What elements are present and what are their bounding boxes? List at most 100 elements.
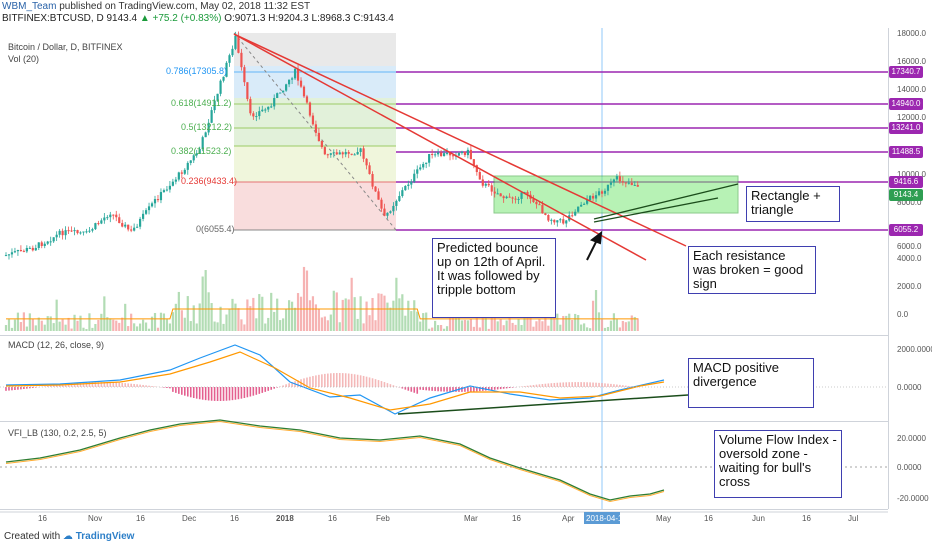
volume-bar <box>323 316 326 331</box>
macd-hist-bar <box>419 387 422 390</box>
volume-bar <box>618 327 621 331</box>
fib-label: 0.786(17305.8) <box>166 66 228 76</box>
candle-body <box>416 169 419 174</box>
candle-body <box>609 182 613 185</box>
volume-bar <box>603 327 607 331</box>
candle-body <box>457 153 461 156</box>
symbol-price: BITFINEX:BTCUSD, D 9143.4 <box>2 13 138 24</box>
macd-hist-bar <box>175 387 177 393</box>
candle-body <box>264 109 267 111</box>
volume-bar <box>523 316 526 331</box>
candle-body <box>344 152 347 155</box>
candle-body <box>94 223 97 230</box>
volume-bar <box>627 321 630 331</box>
candle-body <box>127 224 130 230</box>
candle-body <box>398 196 401 201</box>
candle-body <box>258 111 261 117</box>
candle-body <box>46 241 49 244</box>
macd-hist-bar <box>526 385 529 387</box>
annotation-vfi[interactable]: Volume Flow Index - oversold zone - wait… <box>714 430 842 498</box>
y-tick-label: 2000.0 <box>897 282 922 291</box>
annotation-bounce[interactable]: Predicted bounce up on 12th of April. It… <box>432 238 556 318</box>
candle-body <box>88 230 91 232</box>
candle-body <box>222 76 225 81</box>
volume-bar <box>162 313 166 331</box>
volume-bar <box>85 329 88 331</box>
macd-hist-bar <box>148 385 150 387</box>
annotation-resistance[interactable]: Each resistance was broken = good sign <box>688 246 816 294</box>
volume-bar <box>180 310 183 331</box>
macd-hist-bar <box>14 387 16 391</box>
macd-hist-bar <box>371 378 374 387</box>
macd-hist-bar <box>601 383 603 387</box>
volume-bar <box>356 318 359 331</box>
annotation-rectangle[interactable]: Rectangle + triangle <box>746 186 840 222</box>
macd-hist-bar <box>431 387 433 391</box>
macd-hist-bar <box>502 387 505 389</box>
volume-bar <box>195 323 198 331</box>
annotation-macd[interactable]: MACD positive divergence <box>688 358 814 408</box>
macd-hist-bar <box>178 387 180 394</box>
vfi-tick-label: -20.0000 <box>897 494 929 503</box>
macd-hist-bar <box>413 387 416 393</box>
candle-body <box>186 162 189 170</box>
volume-bar <box>177 291 180 331</box>
macd-hist-bar <box>115 382 118 387</box>
volume-bar <box>568 313 571 331</box>
candle-body <box>326 154 329 156</box>
tradingview-link[interactable]: TradingView <box>75 531 135 542</box>
macd-hist-bar <box>404 387 407 390</box>
macd-hist-bar <box>246 387 249 398</box>
macd-hist-bar <box>58 384 61 387</box>
candle-body <box>386 212 389 216</box>
candle-body <box>311 115 315 125</box>
candle-body <box>210 110 213 123</box>
volume-bar <box>153 312 157 331</box>
footer: Created with ☁ TradingView <box>4 531 134 542</box>
macd-hist-bar <box>112 382 115 387</box>
candle-body <box>627 182 630 184</box>
macd-hist-bar <box>550 383 553 387</box>
macd-hist-bar <box>455 387 457 392</box>
volume-bar <box>359 296 362 331</box>
macd-hist-bar <box>541 384 544 387</box>
x-tick-label: Feb <box>376 514 390 523</box>
macd-hist-bar <box>520 386 523 387</box>
volume-bar <box>285 308 288 331</box>
candle-body <box>305 96 309 103</box>
macd-hist-bar <box>535 384 538 387</box>
candle-body <box>213 100 216 111</box>
candle-body <box>389 211 392 213</box>
macd-hist-bar <box>452 387 454 392</box>
vfi-line <box>5 419 665 501</box>
volume-bar <box>22 312 25 331</box>
macd-hist-bar <box>628 385 630 387</box>
price-change: +75.2 (+0.83%) <box>152 13 222 24</box>
candle-body <box>469 149 472 160</box>
candle-body <box>100 220 103 224</box>
candle-body <box>195 153 198 156</box>
macd-hist-bar <box>449 387 451 392</box>
candle-body <box>329 153 332 155</box>
candle-body <box>586 200 589 204</box>
volume-bar <box>571 320 574 331</box>
volume-bar <box>7 319 11 331</box>
volume-bar <box>398 298 401 331</box>
candle-body <box>7 254 11 256</box>
candle-body <box>40 242 43 246</box>
candle-body <box>31 247 34 251</box>
candle-body <box>541 204 544 214</box>
macd-hist-bar <box>309 376 311 387</box>
publisher-link[interactable]: WBM_Team <box>2 1 57 12</box>
x-tick-label: May <box>656 514 672 523</box>
volume-bar <box>252 297 255 331</box>
macd-hist-bar <box>410 387 413 392</box>
volume-bar <box>141 319 145 331</box>
candle-body <box>359 148 362 152</box>
volume-bar <box>246 299 249 331</box>
volume-bar <box>404 315 407 331</box>
price-tag: 9416.6 <box>889 176 923 188</box>
macd-hist-bar <box>234 387 237 400</box>
macd-hist-bar <box>297 380 299 387</box>
